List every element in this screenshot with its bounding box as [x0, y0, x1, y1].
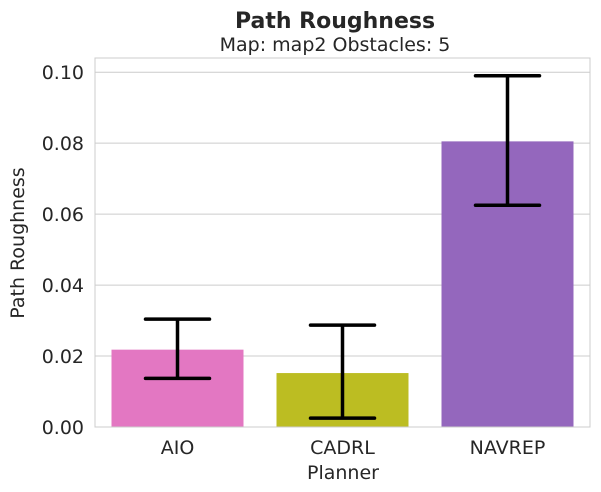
x-tick-label: NAVREP [470, 437, 546, 459]
y-tick-label: 0.08 [42, 133, 84, 155]
y-tick-label: 0.00 [42, 417, 84, 439]
y-axis-label: Path Roughness [7, 167, 29, 318]
chart-subtitle: Map: map2 Obstacles: 5 [220, 34, 451, 56]
x-tick-label: CADRL [310, 437, 375, 459]
x-axis-label: Planner [307, 462, 379, 484]
y-tick-label: 0.04 [42, 275, 84, 297]
chart-title: Path Roughness [235, 9, 435, 34]
y-tick-label: 0.02 [42, 346, 84, 368]
x-tick-labels: AIO CADRL NAVREP [161, 437, 546, 459]
error-bars [143, 73, 542, 420]
y-tick-labels: 0.00 0.02 0.04 0.06 0.08 0.10 [42, 62, 84, 439]
y-tick-label: 0.10 [42, 62, 84, 84]
plot-frame [94, 57, 591, 428]
y-tick-label: 0.06 [42, 204, 84, 226]
x-tick-label: AIO [161, 437, 195, 459]
